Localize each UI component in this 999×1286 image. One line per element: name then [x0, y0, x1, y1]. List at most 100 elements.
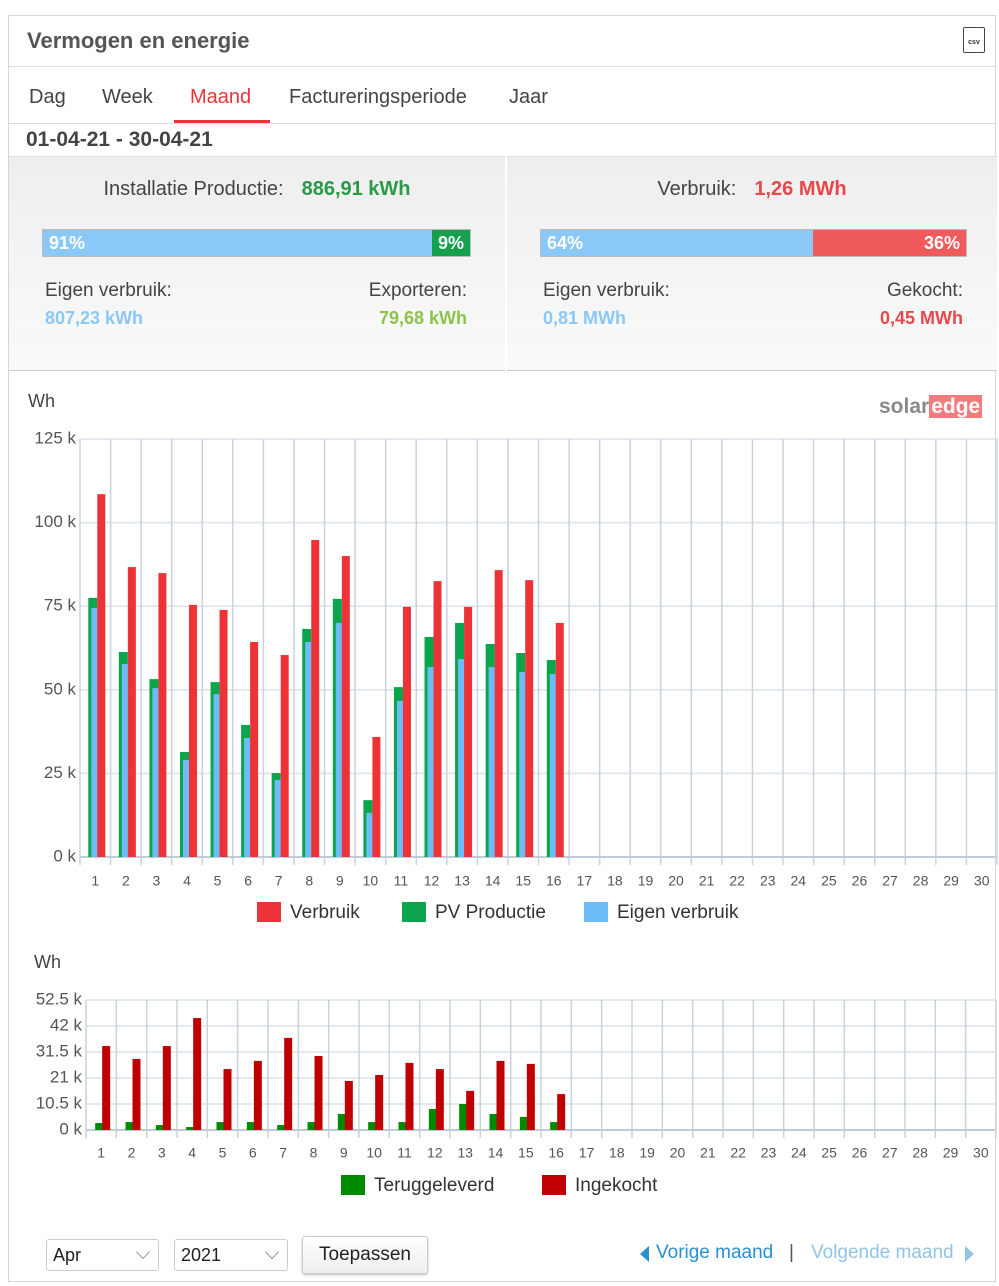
bar — [284, 1037, 293, 1130]
next-arrow[interactable] — [965, 1246, 974, 1262]
bar — [435, 1069, 444, 1130]
bar — [155, 1125, 164, 1130]
year-select[interactable]: 2021 — [174, 1239, 288, 1271]
bar — [127, 567, 136, 857]
bar — [219, 609, 228, 857]
csv-icon[interactable]: csv — [963, 27, 985, 53]
tab[interactable]: Jaar — [509, 86, 548, 108]
x-tick-label: 11 — [397, 1145, 412, 1161]
next-link[interactable]: Volgende maand — [811, 1242, 954, 1263]
x-tick-label: 12 — [427, 1145, 443, 1161]
tab[interactable]: Maand — [190, 86, 252, 108]
x-tick-label: 24 — [791, 1145, 807, 1161]
legend-label: Eigen verbruik — [617, 902, 739, 923]
bar — [494, 570, 503, 857]
bar — [549, 674, 557, 857]
tab[interactable]: Dag — [29, 86, 66, 108]
x-tick-label: 14 — [488, 1145, 504, 1161]
tab[interactable]: Factureringsperiode — [289, 86, 467, 108]
x-tick-label: 5 — [214, 873, 222, 889]
bar — [396, 700, 404, 857]
bar — [335, 622, 343, 857]
bar — [102, 1046, 111, 1130]
y-tick-label: 100 k — [34, 512, 76, 531]
prev-link[interactable]: Vorige maand — [656, 1242, 774, 1263]
frame — [8, 15, 996, 1282]
x-tick-label: 28 — [913, 873, 929, 889]
axis-unit: Wh — [34, 952, 61, 972]
bar — [341, 556, 350, 857]
bar — [368, 1122, 377, 1130]
bar — [152, 688, 160, 857]
logo-part: solar — [879, 395, 930, 418]
x-tick-label: 27 — [882, 873, 898, 889]
bar — [557, 1094, 566, 1130]
separator: | — [789, 1242, 794, 1263]
x-tick-label: 30 — [973, 1145, 989, 1161]
stat-label: Gekocht: — [886, 280, 963, 301]
bar — [489, 1113, 498, 1130]
summary-panel — [9, 156, 505, 371]
percent-segment: 9% — [431, 230, 470, 256]
bar — [121, 664, 129, 857]
bar — [525, 580, 534, 857]
x-tick-label: 17 — [577, 873, 593, 889]
percent-bar: 91% 9% — [42, 229, 471, 257]
bar — [428, 1108, 437, 1130]
x-tick-label: 10 — [366, 1145, 382, 1161]
legend-label: PV Productie — [435, 902, 546, 923]
x-tick-label: 2 — [128, 1145, 136, 1161]
x-tick-label: 3 — [158, 1145, 166, 1161]
bar — [97, 494, 106, 857]
y-tick-label: 0 k — [53, 846, 76, 865]
legend-swatch — [584, 902, 608, 922]
bar — [216, 1122, 225, 1130]
x-tick-label: 21 — [700, 1145, 716, 1161]
bar — [277, 1125, 286, 1130]
x-tick-label: 24 — [791, 873, 807, 889]
bar — [488, 667, 496, 857]
x-tick-label: 25 — [821, 873, 837, 889]
x-tick-label: 22 — [729, 873, 745, 889]
bar — [405, 1062, 414, 1130]
bar — [314, 1055, 323, 1130]
stat-label: Exporteren: — [368, 280, 467, 301]
y-tick-label: 52.5 k — [36, 989, 83, 1008]
x-tick-label: 8 — [310, 1145, 318, 1161]
bar — [458, 659, 466, 857]
apply-button[interactable]: Toepassen — [302, 1236, 428, 1274]
x-tick-label: 12 — [424, 873, 440, 889]
y-tick-label: 125 k — [34, 428, 76, 447]
x-tick-label: 4 — [188, 1145, 196, 1161]
bar — [305, 641, 313, 857]
logo-part: edge — [929, 395, 983, 418]
divider — [9, 123, 996, 124]
bar — [280, 655, 289, 857]
bar — [550, 1122, 559, 1130]
x-tick-label: 2 — [122, 873, 130, 889]
bar — [311, 539, 320, 857]
y-tick-label: 42 k — [50, 1015, 83, 1034]
tab[interactable]: Week — [102, 86, 153, 108]
x-tick-label: 29 — [943, 1145, 959, 1161]
panel-label: Verbruik: — [657, 178, 737, 200]
prev-arrow[interactable] — [640, 1246, 649, 1262]
x-tick-label: 18 — [607, 873, 623, 889]
bar — [223, 1069, 232, 1130]
bar — [555, 622, 564, 857]
x-tick-label: 10 — [363, 873, 379, 889]
month-select[interactable]: Apr — [46, 1239, 159, 1271]
x-tick-label: 19 — [638, 873, 654, 889]
x-tick-label: 14 — [485, 873, 501, 889]
bar — [186, 1127, 195, 1130]
panel-heading: Verbruik: 1,26 MWh — [507, 178, 997, 201]
x-tick-label: 18 — [609, 1145, 625, 1161]
bar — [253, 1060, 262, 1130]
bar — [433, 581, 442, 857]
x-tick-label: 9 — [340, 1145, 348, 1161]
legend-label: Verbruik — [290, 902, 360, 923]
percent-segment: 36% — [813, 230, 966, 256]
bar — [464, 606, 473, 857]
percent-segment: 91% — [43, 230, 432, 256]
